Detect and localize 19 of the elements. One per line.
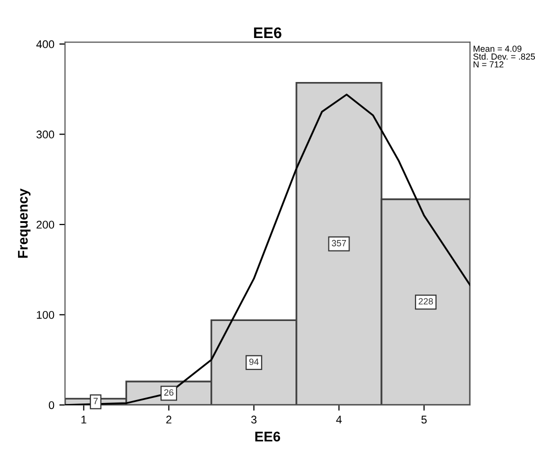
y-tick-label: 200 (36, 220, 54, 229)
y-tick-label: 300 (36, 130, 54, 138)
x-tick-label: 3 (251, 416, 256, 424)
y-tick-label: 100 (36, 311, 54, 319)
x-axis-title: EE6 (255, 432, 280, 442)
data-label: 26 (164, 389, 174, 396)
text: Mean = 4.09 Std. Dev. = .825 N = 712 (473, 46, 535, 68)
data-label: 94 (249, 358, 259, 365)
y-tick-label: 0 (48, 401, 54, 410)
x-tick-label: 2 (166, 416, 172, 424)
x-tick-label: 4 (336, 416, 342, 424)
x-tick-label: 5 (421, 416, 427, 424)
data-label: 7 (94, 398, 98, 404)
y-tick-label: 400 (36, 40, 54, 48)
y-axis-title: Frequency (18, 188, 30, 258)
x-tick-label: 1 (81, 416, 86, 424)
data-label: 228 (418, 298, 433, 305)
chart-title: EE6 (254, 27, 282, 38)
data-label: 357 (332, 240, 346, 246)
